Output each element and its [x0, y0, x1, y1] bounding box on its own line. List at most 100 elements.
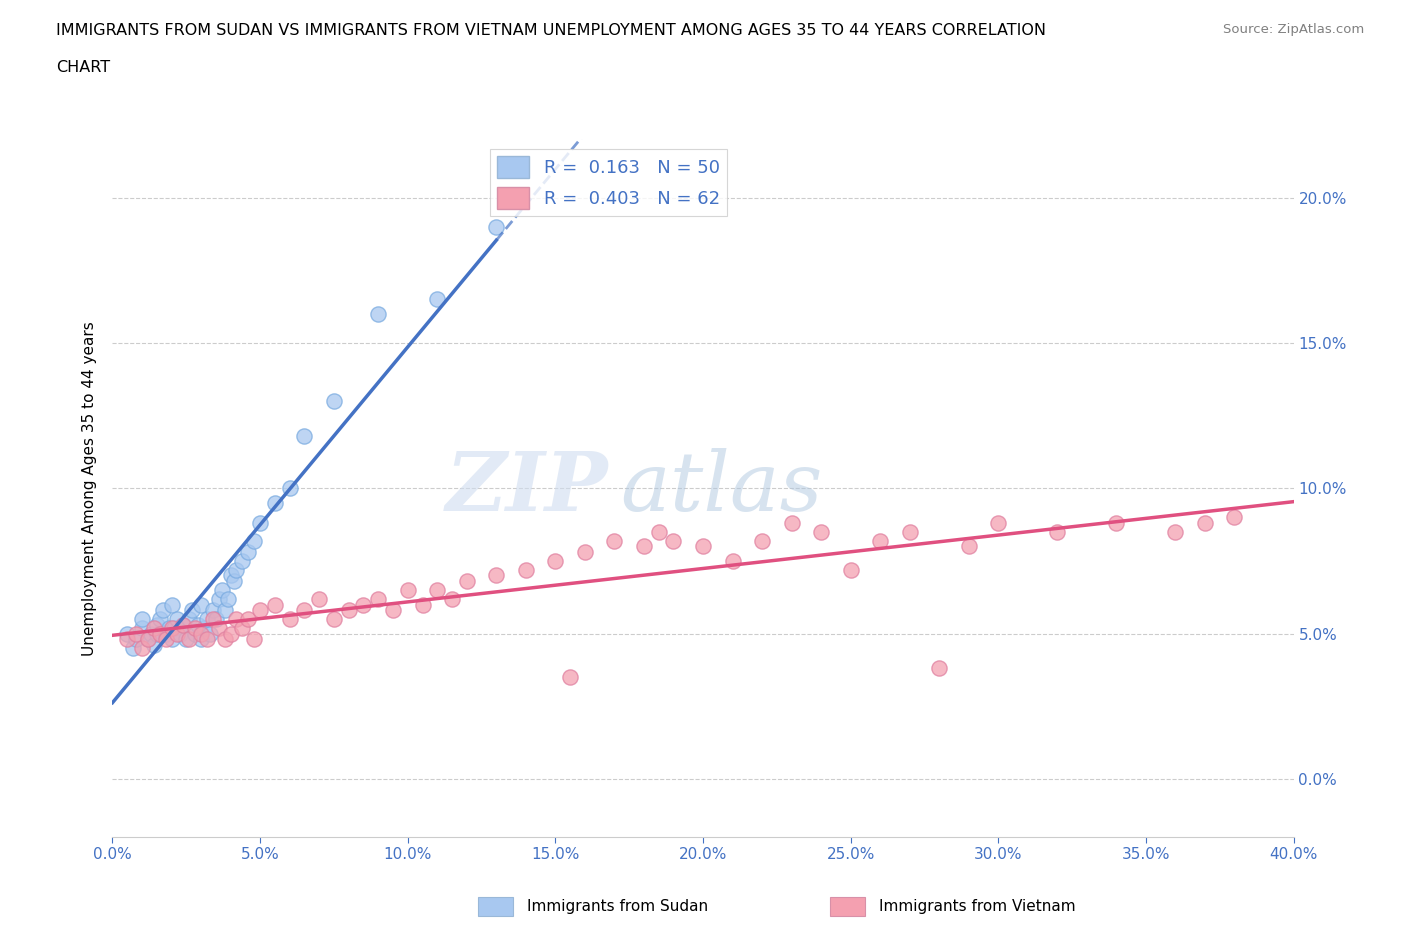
Point — [142, 638, 165, 653]
Point — [184, 626, 207, 641]
Point — [485, 568, 508, 583]
Point — [231, 553, 253, 568]
Point — [117, 626, 138, 641]
Point — [193, 620, 215, 635]
Point — [396, 582, 419, 597]
Point — [172, 618, 194, 632]
Point — [308, 591, 330, 606]
Point — [149, 612, 172, 627]
Text: CHART: CHART — [56, 60, 110, 75]
Point — [323, 393, 346, 408]
Point — [122, 641, 145, 656]
Point — [323, 612, 346, 627]
Point — [231, 620, 253, 635]
Point — [195, 632, 218, 647]
Point — [264, 597, 287, 612]
Point — [208, 591, 231, 606]
Point — [225, 612, 247, 627]
Point — [441, 591, 464, 606]
Point — [160, 632, 183, 647]
Point — [146, 626, 169, 641]
Point — [131, 641, 153, 656]
Point — [243, 632, 266, 647]
Point — [278, 612, 301, 627]
Point — [1105, 516, 1128, 531]
Point — [751, 533, 773, 548]
Text: ZIP: ZIP — [446, 448, 609, 528]
Point — [485, 219, 508, 234]
Point — [117, 632, 138, 647]
Point — [139, 626, 162, 641]
Point — [238, 545, 260, 560]
Point — [190, 632, 212, 647]
Point — [898, 525, 921, 539]
Point — [208, 620, 231, 635]
Point — [367, 591, 389, 606]
Point — [411, 597, 433, 612]
Point — [195, 612, 218, 627]
Point — [426, 292, 449, 307]
Point — [136, 632, 159, 647]
Point — [198, 626, 221, 641]
Point — [574, 545, 596, 560]
Point — [214, 632, 236, 647]
Point — [662, 533, 685, 548]
Point — [172, 618, 194, 632]
Point — [515, 562, 537, 577]
Point — [155, 632, 177, 647]
Point — [201, 603, 224, 618]
Point — [1046, 525, 1069, 539]
Point — [190, 626, 212, 641]
Point — [292, 603, 315, 618]
Point — [1223, 510, 1246, 525]
Point — [157, 620, 180, 635]
Point — [426, 582, 449, 597]
Point — [179, 612, 201, 627]
Point — [214, 603, 236, 618]
Point — [174, 632, 197, 647]
Point — [184, 620, 207, 635]
Point — [869, 533, 891, 548]
Point — [352, 597, 374, 612]
Point — [292, 429, 315, 444]
Point — [211, 582, 233, 597]
Y-axis label: Unemployment Among Ages 35 to 44 years: Unemployment Among Ages 35 to 44 years — [82, 321, 97, 656]
Point — [149, 626, 172, 641]
Point — [187, 618, 209, 632]
Point — [181, 603, 204, 618]
Point — [264, 496, 287, 511]
Point — [238, 612, 260, 627]
Point — [125, 626, 148, 641]
Point — [125, 632, 148, 647]
Point — [1194, 516, 1216, 531]
Point — [249, 516, 271, 531]
Point — [692, 539, 714, 554]
Point — [337, 603, 360, 618]
Text: Immigrants from Vietnam: Immigrants from Vietnam — [879, 899, 1076, 914]
Point — [225, 562, 247, 577]
Point — [219, 626, 242, 641]
Point — [957, 539, 980, 554]
Point — [160, 597, 183, 612]
Point — [146, 618, 169, 632]
Point — [603, 533, 626, 548]
Point — [721, 553, 744, 568]
Point — [382, 603, 405, 618]
Point — [1164, 525, 1187, 539]
Point — [219, 568, 242, 583]
Point — [179, 632, 201, 647]
Point — [810, 525, 832, 539]
Point — [647, 525, 671, 539]
Point — [243, 533, 266, 548]
Point — [780, 516, 803, 531]
Point — [987, 516, 1010, 531]
Text: Immigrants from Sudan: Immigrants from Sudan — [527, 899, 709, 914]
Point — [544, 553, 567, 568]
Point — [142, 620, 165, 635]
Point — [205, 612, 228, 627]
Point — [166, 612, 188, 627]
Point — [222, 574, 245, 589]
Point — [131, 620, 153, 635]
Point — [201, 612, 224, 627]
Point — [633, 539, 655, 554]
